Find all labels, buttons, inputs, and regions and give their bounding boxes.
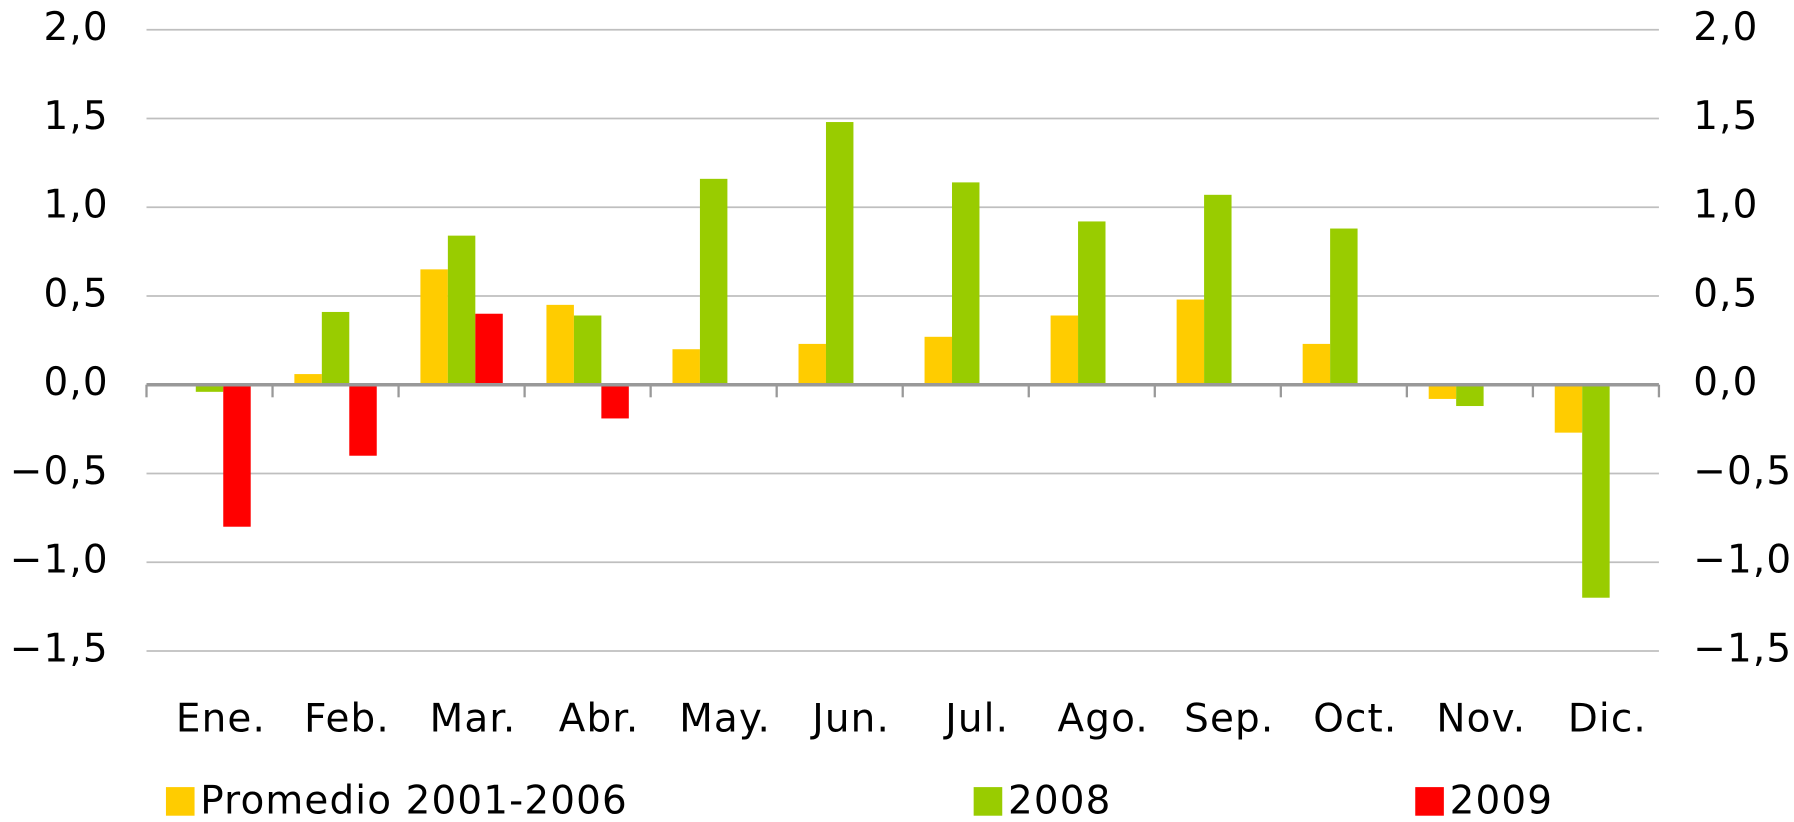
y-tick-label: 0,5 [43, 271, 108, 316]
bar [952, 182, 980, 385]
bar [699, 178, 728, 385]
y2-tick-label: 1,5 [1693, 94, 1758, 139]
y-tick-label: 0,0 [43, 360, 108, 405]
legend-swatch [1415, 787, 1444, 816]
y2-tick-label: −1,5 [1693, 626, 1792, 671]
bar [1302, 343, 1331, 385]
y2-tick-label: 0,5 [1693, 271, 1758, 316]
legend-label: 2008 [1008, 779, 1112, 822]
bar [672, 349, 700, 385]
bar [1078, 221, 1106, 385]
legend-label: 2009 [1450, 779, 1554, 822]
bar [294, 374, 322, 385]
y-tick-label: −1,5 [10, 626, 109, 671]
y2-tick-label: −0,5 [1693, 449, 1792, 494]
x-tick-label: Nov. [1436, 696, 1526, 741]
x-tick-label: Feb. [304, 696, 390, 741]
bar [1456, 384, 1484, 407]
bar [1330, 228, 1358, 385]
y-tick-label: 2,0 [43, 5, 108, 50]
x-tick-label: Jul. [942, 696, 1009, 741]
x-tick-label: Ago. [1058, 696, 1149, 741]
legend-swatch [973, 787, 1003, 816]
legend-label: Promedio 2001-2006 [200, 779, 628, 822]
y-tick-label: 1,0 [43, 183, 108, 228]
x-tick-label: Sep. [1184, 696, 1274, 741]
x-tick-label: Abr. [559, 696, 640, 741]
bar [1204, 194, 1232, 385]
bar [546, 304, 574, 385]
bar [223, 384, 251, 527]
y2-tick-label: 0,0 [1693, 360, 1758, 405]
bar [1428, 384, 1457, 399]
bar [349, 384, 377, 456]
y2-tick-label: −1,0 [1693, 538, 1792, 583]
y2-tick-label: 2,0 [1693, 5, 1758, 50]
bar [447, 235, 476, 385]
bar [475, 313, 503, 385]
y-tick-label: 1,5 [43, 94, 108, 139]
y-tick-label: −1,0 [10, 538, 109, 583]
bar [420, 269, 448, 385]
bar [1050, 315, 1079, 385]
x-tick-label: Jun. [809, 696, 890, 741]
x-tick-label: Oct. [1313, 696, 1397, 741]
bar [798, 343, 826, 385]
bar [195, 384, 224, 392]
bar [573, 315, 602, 385]
bar [924, 336, 953, 385]
bar [1554, 384, 1583, 433]
bar [1176, 299, 1205, 385]
bar [601, 384, 629, 419]
x-tick-label: Ene. [176, 696, 266, 741]
bar [825, 122, 854, 385]
x-tick-label: Mar. [430, 696, 517, 741]
x-tick-label: Dic. [1568, 696, 1647, 741]
legend-swatch [165, 787, 195, 816]
y-tick-label: −0,5 [10, 449, 109, 494]
bar [321, 311, 350, 385]
x-tick-label: May. [679, 696, 771, 741]
y2-tick-label: 1,0 [1693, 183, 1758, 228]
bar [1582, 384, 1610, 598]
